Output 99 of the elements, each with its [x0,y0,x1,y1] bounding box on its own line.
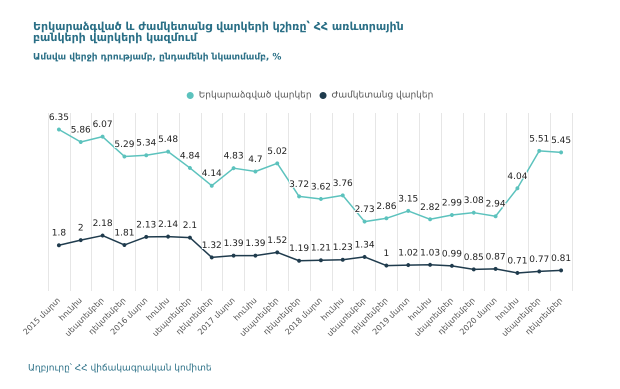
data-label: 2.99 [442,198,462,208]
point [559,150,564,154]
point [166,234,170,239]
data-label: 1.19 [289,244,310,254]
data-label: 5.86 [70,125,92,136]
legend-label: Երկարաձգված վարկեր [198,90,312,100]
point [406,208,410,213]
data-label: 2.86 [376,202,397,212]
data-label: 0.71 [507,256,528,266]
data-label: 1.32 [202,240,222,251]
data-label: 0.81 [551,254,572,264]
point [428,217,432,222]
point [340,193,345,198]
point [537,148,542,153]
data-label: 6.07 [92,120,113,130]
point [384,216,388,220]
point [122,242,126,247]
data-label: 1.23 [332,243,353,254]
point [56,128,61,132]
data-label: 5.34 [136,138,157,149]
point [144,234,148,239]
data-label: 5.45 [551,136,572,146]
data-label: 1.8 [52,228,66,239]
point [188,166,192,170]
data-label: 0.85 [464,252,484,263]
data-label: 1 [384,249,390,260]
data-label: 4.84 [180,151,200,162]
point [406,263,410,268]
point [515,186,520,190]
point [297,194,302,198]
data-label: 3.15 [398,194,418,204]
point [210,255,214,260]
point [384,264,388,268]
point [362,220,367,224]
point [494,214,498,218]
point [144,153,148,158]
chart-title: Երկարաձգված և ժամկետանց վարկերի կշիռը՝ ՀՀ առևտրային բանկերի վարկերի կազմում [33,20,408,44]
data-label: 0.87 [486,252,506,262]
point [494,266,498,271]
point [450,264,454,268]
point [472,267,476,272]
point [275,161,280,166]
data-label: 1.81 [114,228,134,238]
point [210,184,214,188]
data-label: 1.39 [245,239,266,250]
point [253,169,258,174]
point [428,262,432,267]
point [559,268,564,272]
data-label: 3.62 [310,182,331,192]
chart-subtitle: Ամսվա վերջի դրությամբ, ընդամենի նկատմամբ, % [33,52,282,62]
data-label: 2.94 [486,200,506,210]
data-label: 2 [78,224,84,234]
point [232,254,236,258]
point [362,254,367,259]
data-label: 1.39 [224,239,244,250]
point [253,254,258,258]
point [188,236,192,240]
point [275,250,280,254]
text: Աղբյուրը՝ ՀՀ վիճակագրական կոմիտե [28,362,212,374]
point [472,210,476,215]
legend-label: Ժամկետանց վարկեր [332,90,434,100]
point [340,258,345,262]
data-label: 5.02 [267,146,288,157]
data-label: 2.14 [158,220,178,230]
point [232,166,236,170]
data-label: 2.1 [182,221,198,232]
data-label: 5.48 [158,135,178,146]
data-label: 1.02 [398,248,418,259]
data-label: 2.73 [354,205,375,216]
point [78,238,83,242]
data-label: 1.34 [354,240,375,250]
point [100,134,105,139]
data-label: 3.76 [332,178,354,189]
point [318,258,323,262]
point [100,234,105,238]
data-label: 4.7 [248,154,263,165]
point [78,140,83,144]
data-label: 4.14 [202,169,222,180]
point [318,196,323,201]
data-label: 2.82 [420,202,440,213]
data-label: 1.03 [420,248,440,258]
data-label: 2.18 [92,219,113,230]
data-label: 3.08 [464,196,484,206]
data-label: 0.99 [442,249,462,260]
point [515,270,520,275]
data-label: 1.21 [310,244,331,254]
data-label: 6.35 [48,113,69,124]
point [537,269,542,274]
data-label: 5.29 [114,140,135,150]
data-label: 5.51 [529,134,550,144]
point [166,150,170,154]
point [56,243,61,248]
point [297,258,302,263]
point [450,212,454,217]
point [122,154,126,158]
data-label: 0.77 [529,254,550,265]
data-label: 4.83 [224,152,244,162]
data-label: 2.13 [136,220,156,230]
data-label: 1.52 [267,236,288,246]
